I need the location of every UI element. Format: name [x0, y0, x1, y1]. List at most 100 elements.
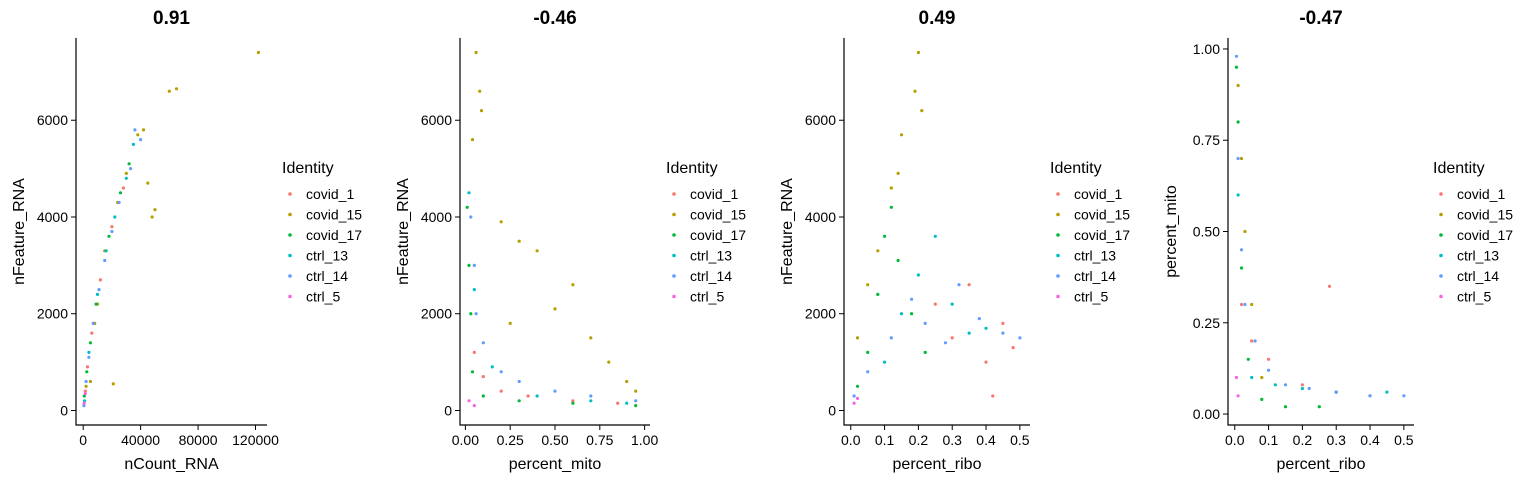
data-point-covid_1: [1250, 339, 1254, 343]
y-tick-label: 6000: [421, 112, 452, 128]
data-point-covid_17: [85, 370, 89, 374]
data-point-covid_15: [535, 249, 539, 253]
data-point-ctrl_14: [1236, 156, 1240, 161]
data-point-ctrl_14: [1001, 331, 1005, 335]
data-point-ctrl_13: [467, 191, 471, 195]
data-point-ctrl_14: [84, 379, 88, 384]
data-point-covid_17: [481, 394, 485, 398]
data-point-covid_17: [571, 401, 575, 405]
data-point-covid_15: [896, 171, 900, 175]
y-axis-title: nFeature_RNA: [779, 178, 796, 285]
data-point-ctrl_5: [83, 392, 87, 396]
data-point-ctrl_14: [1253, 339, 1257, 343]
data-point-covid_1: [98, 278, 102, 282]
legend-swatch-covid_15: [1439, 212, 1443, 217]
data-point-covid_1: [1001, 321, 1005, 325]
data-point-covid_17: [1239, 266, 1244, 270]
legend-swatch-covid_15: [672, 212, 676, 217]
legend-swatch-covid_17: [1439, 233, 1443, 237]
data-point-covid_1: [984, 360, 988, 364]
data-point-covid_15: [1239, 156, 1244, 161]
data-point-covid_17: [866, 350, 870, 354]
legend-swatch-ctrl_13: [672, 253, 676, 258]
data-point-ctrl_14: [923, 321, 927, 325]
x-axis-title: percent_ribo: [1277, 456, 1366, 473]
legend: Identity covid_1 covid_15 covid_17 ctrl_13ct…: [666, 160, 746, 305]
data-points: [465, 50, 638, 408]
data-point-covid_1: [967, 283, 971, 287]
legend-swatch-ctrl_13: [288, 253, 292, 258]
data-point-ctrl_14: [1402, 394, 1406, 398]
data-point-ctrl_14: [1267, 368, 1271, 372]
data-point-covid_1: [1239, 302, 1244, 307]
data-point-covid_15: [1236, 83, 1240, 88]
data-point-ctrl_14: [133, 128, 137, 132]
data-point-ctrl_13: [95, 292, 100, 296]
legend-swatch-ctrl_14: [288, 274, 292, 278]
legend-label-ctrl_14: ctrl_14: [1457, 268, 1499, 284]
data-point-covid_17: [127, 162, 131, 166]
x-tick-label: 0.00: [452, 432, 479, 448]
legend-swatch-covid_17: [672, 233, 676, 237]
legend-swatch-ctrl_5: [672, 294, 676, 299]
data-point-covid_15: [899, 133, 904, 137]
x-tick-label: 0.0: [841, 432, 861, 448]
legend-swatch-ctrl_14: [1056, 274, 1060, 278]
legend-label-covid_1: covid_1: [306, 186, 354, 202]
data-point-ctrl_5: [852, 401, 856, 405]
y-tick-label: 0.50: [1193, 224, 1220, 240]
data-point-ctrl_13: [883, 360, 887, 364]
data-point-covid_15: [136, 133, 140, 137]
legend: Identity covid_1 covid_15 covid_17 ctrl_13ct…: [282, 160, 362, 305]
data-point-covid_1: [950, 336, 954, 340]
data-point-covid_15: [553, 307, 557, 311]
data-point-covid_17: [1260, 397, 1264, 401]
data-point-covid_17: [82, 394, 86, 398]
data-point-ctrl_14: [1234, 54, 1239, 58]
legend-label-ctrl_5: ctrl_5: [306, 289, 340, 305]
data-point-ctrl_5: [472, 404, 476, 408]
data-point-covid_17: [94, 302, 98, 306]
data-point-ctrl_14: [589, 394, 593, 398]
y-tick-label: 0.25: [1193, 315, 1220, 331]
data-point-ctrl_13: [83, 399, 87, 403]
y-tick-label: 6000: [37, 112, 68, 128]
y-tick-label: 0: [60, 402, 68, 418]
x-axis-title: nCount_RNA: [124, 456, 219, 473]
legend-label-ctrl_13: ctrl_13: [1074, 248, 1116, 264]
data-point-covid_1: [933, 302, 937, 306]
data-point-covid_1: [499, 389, 503, 393]
data-point-covid_1: [571, 399, 575, 403]
data-point-covid_15: [855, 336, 860, 340]
data-point-covid_1: [90, 331, 94, 335]
y-tick-label: 4000: [805, 209, 836, 225]
legend-swatch-ctrl_13: [1056, 253, 1060, 258]
x-axis-title: percent_ribo: [893, 456, 982, 473]
panel-title: -0.47: [1299, 8, 1342, 29]
data-point-ctrl_14: [1334, 390, 1338, 394]
legend-label-covid_17: covid_17: [1074, 227, 1130, 243]
x-tick-label: 0.1: [875, 432, 895, 448]
data-point-ctrl_14: [1243, 302, 1247, 307]
data-points: [852, 50, 1022, 405]
x-tick-label: 0.2: [1293, 432, 1313, 448]
data-point-covid_15: [1260, 375, 1264, 380]
panel-4: -0.47 0.0 0.1 0.2 0.3 0.4 0.5 0.00 0.25 0.50 0.75 1…: [1163, 8, 1513, 473]
panel-2: -0.46 0.00 0.25 0.50 0.75 1.00 0 2000 4000 6000 pe…: [395, 8, 746, 473]
data-point-ctrl_13: [113, 215, 117, 219]
panel-title: 0.91: [153, 8, 190, 29]
legend-label-covid_17: covid_17: [306, 227, 362, 243]
x-tick-label: 80000: [179, 432, 218, 448]
legend-swatch-covid_1: [1056, 192, 1060, 196]
x-axis-title: percent_mito: [509, 456, 602, 473]
data-point-ctrl_13: [899, 312, 904, 316]
data-point-covid_15: [256, 50, 260, 55]
data-point-covid_15: [889, 186, 893, 190]
data-point-covid_15: [589, 336, 593, 340]
data-point-ctrl_14: [472, 263, 476, 267]
legend-label-ctrl_14: ctrl_14: [1074, 268, 1116, 284]
data-point-covid_15: [876, 249, 880, 253]
data-point-covid_17: [1283, 405, 1288, 409]
data-point-covid_15: [146, 181, 150, 185]
